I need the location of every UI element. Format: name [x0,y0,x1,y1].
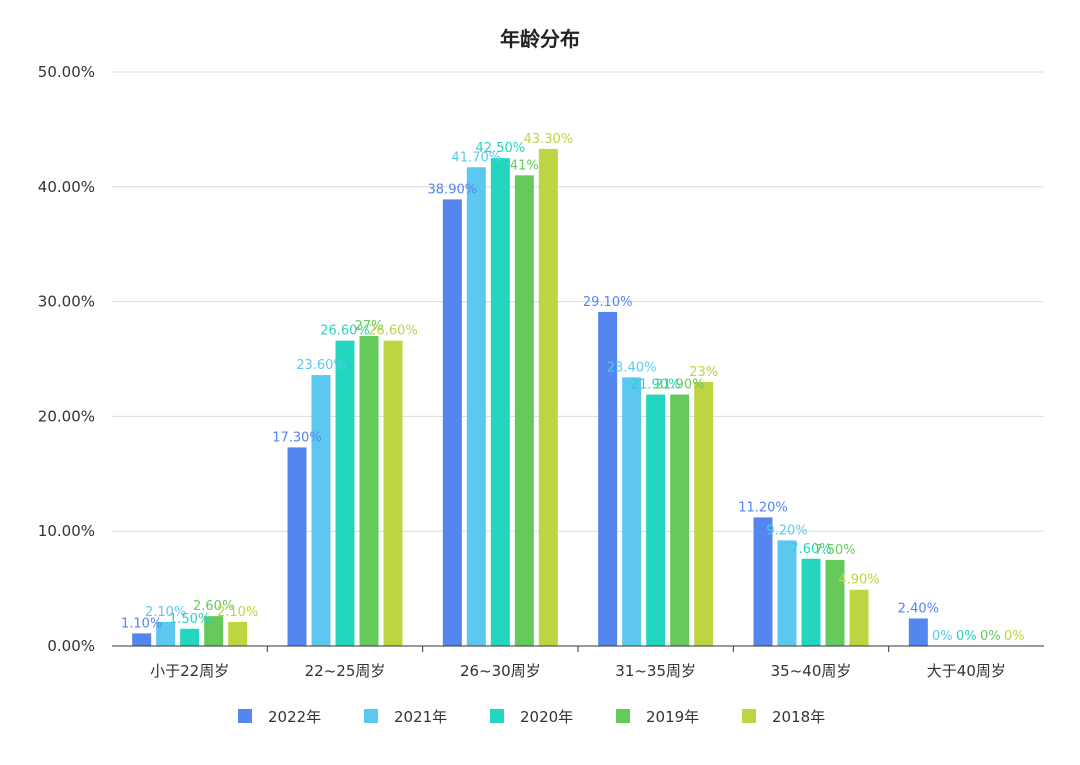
data-label: 41% [510,158,539,173]
data-label: 9.20% [766,523,807,538]
bars [132,148,928,647]
legend-label: 2022年 [268,708,321,726]
x-tick-label: 31~35周岁 [615,662,696,680]
data-label: 29.10% [583,295,633,310]
legend-swatch [364,709,378,723]
data-label: 2.60% [193,599,234,614]
x-axis: 小于22周岁 22~25周岁 26~30周岁 31~35周岁 35~40周岁 大于40周岁 [112,645,1044,680]
data-label: 38.90% [428,182,478,197]
data-label: 43.30% [524,132,574,147]
bar[interactable] [670,394,690,646]
bar[interactable] [825,559,845,646]
bar[interactable] [849,589,869,646]
bar[interactable] [287,447,307,646]
legend-item[interactable]: 2018年 [742,708,825,726]
x-tick-label: 22~25周岁 [305,662,386,680]
bar[interactable] [156,621,176,646]
data-label: 11.20% [738,500,788,515]
legend-swatch [742,709,756,723]
legend[interactable]: 2022年 2021年 2020年 2019年 2018年 [238,708,825,726]
y-tick-label: 50.00% [38,63,95,81]
legend-item[interactable]: 2022年 [238,708,321,726]
bar[interactable] [466,167,486,646]
y-tick-label: 30.00% [38,293,95,311]
bar[interactable] [359,336,379,646]
bar[interactable] [801,558,821,646]
bar[interactable] [514,175,534,646]
y-tick-label: 20.00% [38,407,95,425]
data-label: 23.60% [296,358,346,373]
bar[interactable] [180,628,200,646]
bar[interactable] [646,394,666,646]
bar[interactable] [228,621,248,646]
data-label: 23.40% [607,360,657,375]
bar[interactable] [694,381,714,646]
data-label: 26.60% [368,324,418,339]
bar[interactable] [490,158,510,646]
bar[interactable] [777,540,797,646]
bar[interactable] [622,377,642,646]
legend-swatch [616,709,630,723]
bar[interactable] [204,616,224,646]
data-label: 27% [355,319,384,334]
legend-label: 2020年 [520,708,573,726]
bar[interactable] [598,311,618,646]
bar[interactable] [383,340,403,646]
bar[interactable] [132,633,152,646]
bar[interactable] [335,340,355,646]
bar[interactable] [311,375,331,646]
data-label: 21.90% [655,378,705,393]
bar[interactable] [908,618,928,646]
data-label: 17.30% [272,430,322,445]
y-tick-label: 0.00% [47,637,95,655]
legend-label: 2019年 [646,708,699,726]
data-label: 7.60% [790,542,831,557]
data-label: 23% [689,365,718,380]
data-label: 0% [956,629,977,644]
data-label: 0% [932,629,953,644]
y-tick-label: 10.00% [38,522,95,540]
data-label: 4.90% [838,573,879,588]
data-label: 7.50% [814,543,855,558]
legend-swatch [490,709,504,723]
x-tick-label: 大于40周岁 [927,662,1006,680]
data-labels: 1.10%2.10%1.50%2.60%2.10%17.30%23.60%26.… [121,132,1025,644]
data-label: 21.90% [631,378,681,393]
legend-label: 2018年 [772,708,825,726]
chart-title: 年龄分布 [500,27,580,51]
data-label: 2.10% [145,605,186,620]
data-label: 2.40% [898,601,939,616]
legend-label: 2021年 [394,708,447,726]
data-label: 1.10% [121,616,162,631]
legend-item[interactable]: 2020年 [490,708,573,726]
data-label: 0% [1004,629,1025,644]
bar[interactable] [538,148,558,646]
legend-swatch [238,709,252,723]
gridlines [112,71,1044,532]
data-label: 26.60% [320,324,370,339]
y-tick-label: 40.00% [38,178,95,196]
legend-item[interactable]: 2019年 [616,708,699,726]
y-axis: 0.00% 10.00% 20.00% 30.00% 40.00% 50.00% [38,63,95,655]
x-tick-label: 小于22周岁 [150,662,229,680]
data-label: 1.50% [169,612,210,627]
legend-item[interactable]: 2021年 [364,708,447,726]
x-tick-label: 35~40周岁 [771,662,852,680]
x-tick-label: 26~30周岁 [460,662,541,680]
bar[interactable] [442,199,462,647]
data-label: 42.50% [476,141,526,156]
data-label: 41.70% [452,150,502,165]
bar[interactable] [753,517,773,646]
data-label: 0% [980,629,1001,644]
data-label: 2.10% [217,605,258,620]
